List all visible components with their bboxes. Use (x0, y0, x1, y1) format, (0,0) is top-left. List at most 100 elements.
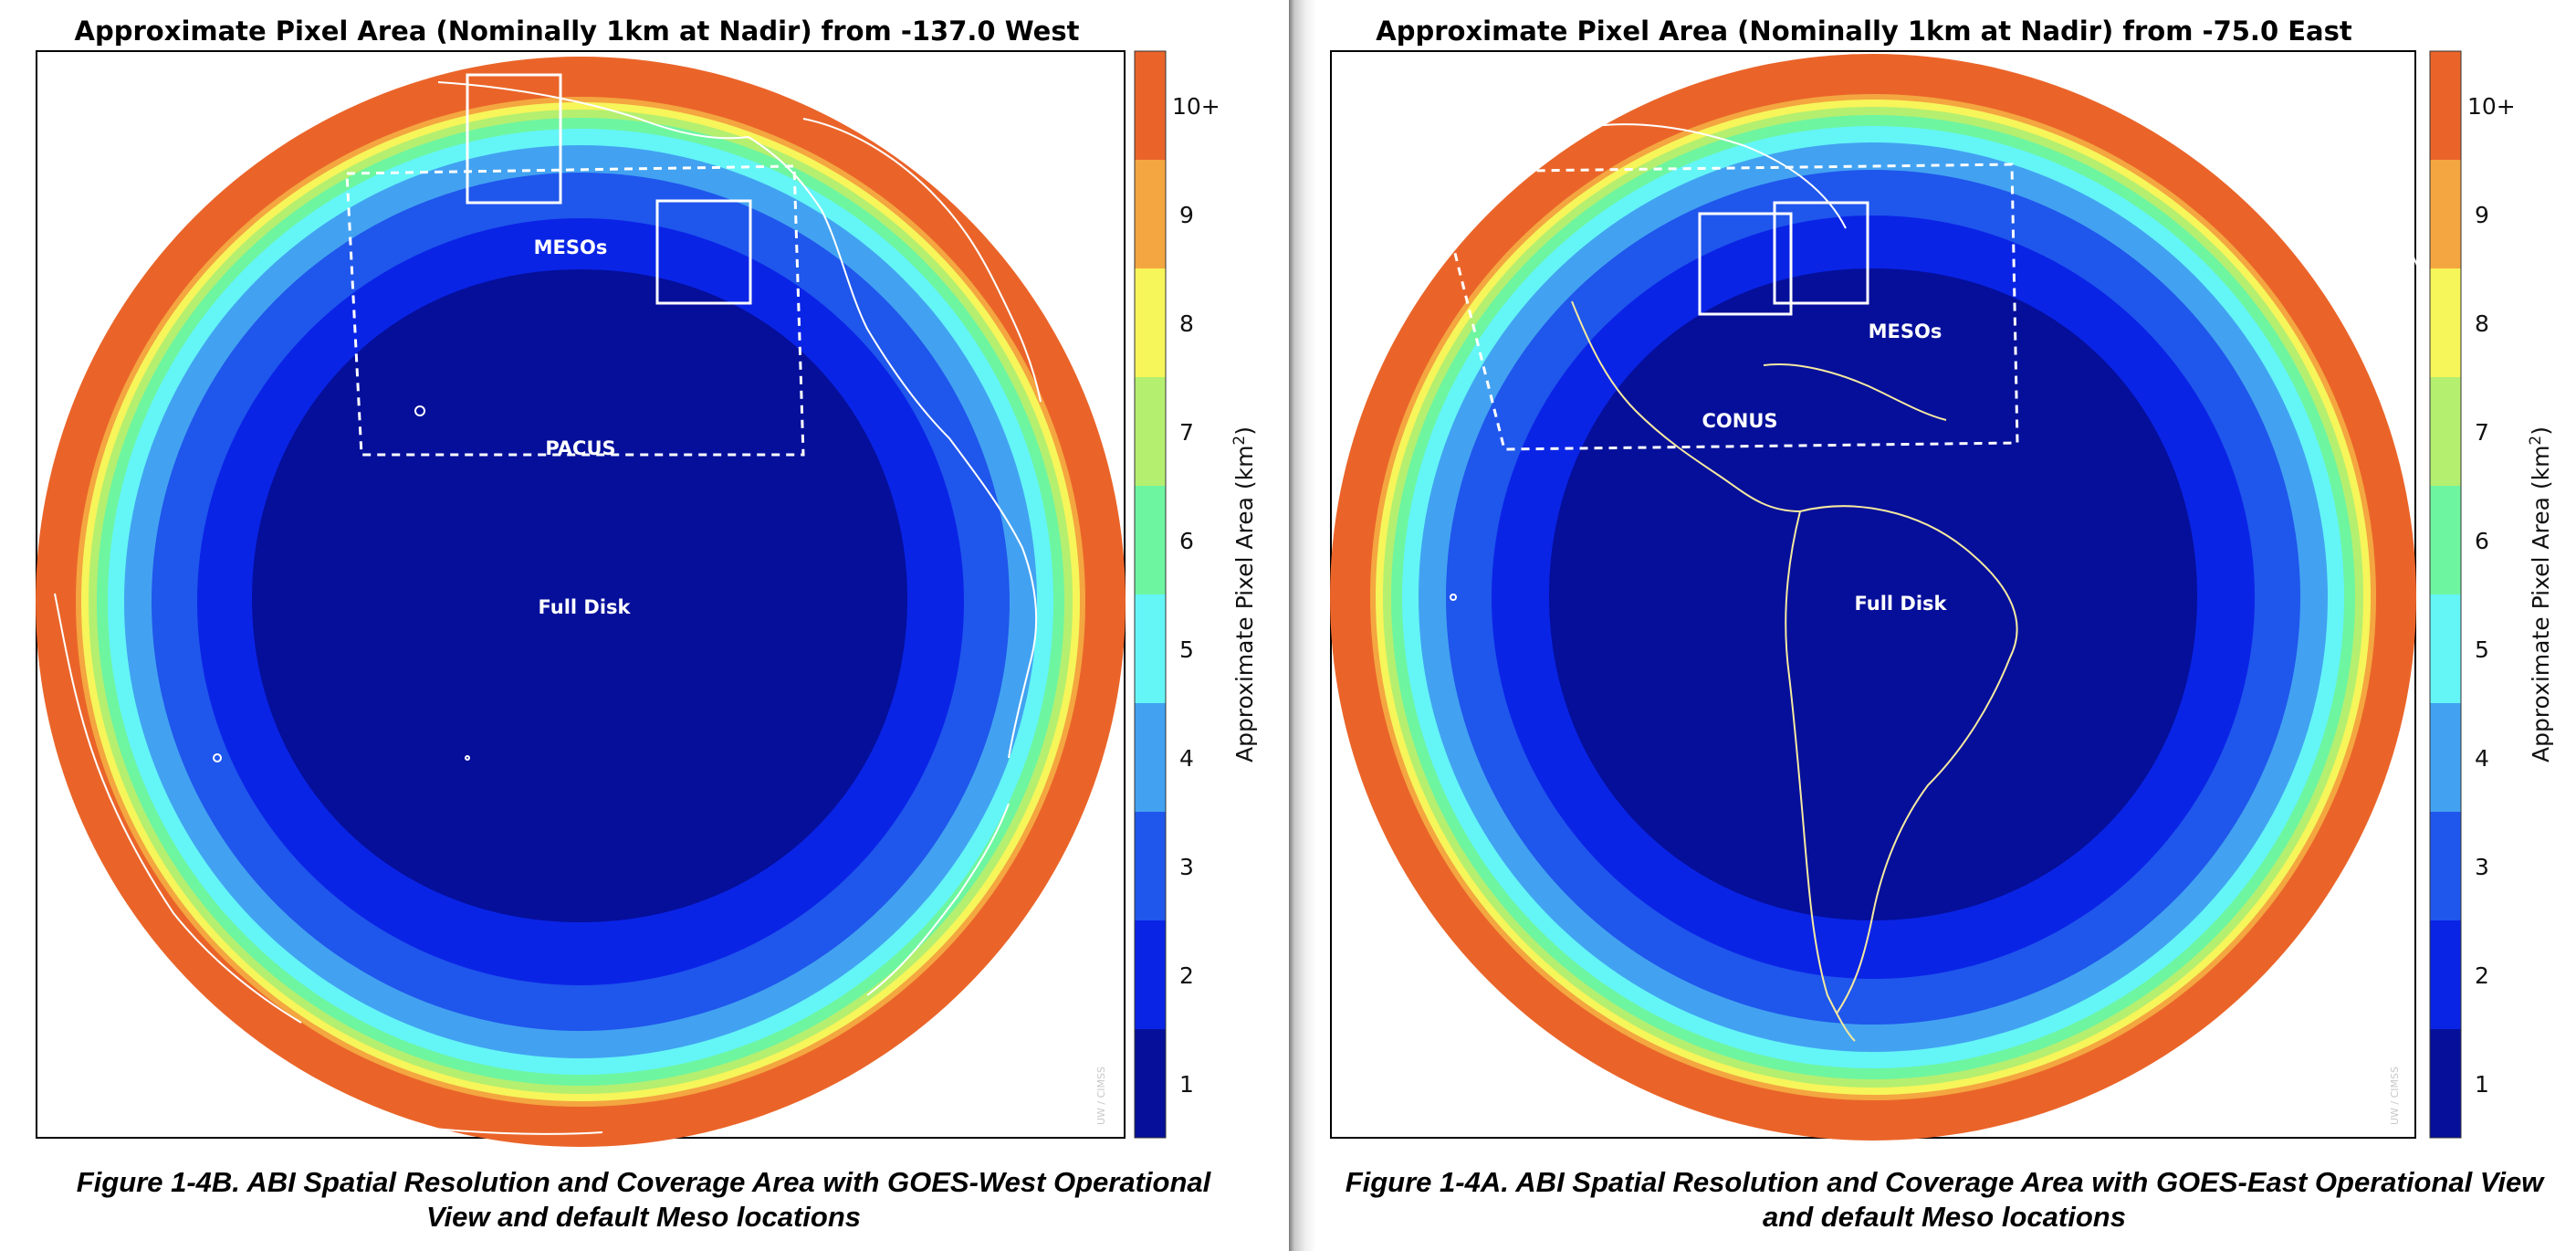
mesos-label: MESOs (1869, 321, 1942, 342)
americas-coastline (748, 136, 1038, 759)
colorbar-band-6 (1135, 486, 1166, 594)
colorbar-tick: 6 (1179, 528, 1194, 554)
goes-west-panel: Approximate Pixel Area (Nominally 1km at… (36, 16, 1258, 1233)
colorbar-label: Approximate Pixel Area (km2) (1230, 426, 1258, 762)
colorbar-band-1 (2430, 1029, 2461, 1138)
colorbar-ticks: 1 2 3 4 5 6 7 8 9 10+ (1172, 93, 1220, 1098)
colorbar-tick: 2 (2475, 962, 2489, 989)
coastlines (1432, 123, 2467, 1042)
colorbar-tick: 7 (2475, 419, 2489, 446)
colorbar-label-close: ) (1231, 426, 1258, 436)
map-title: Approximate Pixel Area (Nominally 1km at… (75, 16, 1080, 47)
caption-line: Figure 1-4B. ABI Spatial Resolution and … (76, 1166, 1211, 1198)
meso-box-conus (655, 199, 752, 305)
sector-overlays (345, 73, 805, 457)
conus-sector-boundary (1435, 163, 2019, 451)
colorbar-tick: 3 (2475, 854, 2489, 880)
colorbar-tick: 10+ (1172, 93, 1220, 120)
pacus-sector-boundary (345, 164, 805, 457)
colorbar-band-8 (1135, 268, 1166, 377)
credit-label: UW / CIMSS (1095, 1067, 1107, 1125)
map-title: Approximate Pixel Area (Nominally 1km at… (1376, 16, 2352, 47)
meso-box-east-1 (1698, 212, 1793, 316)
colorbar-label-superscript: 2 (1230, 436, 1249, 446)
meso-box-east-2 (1773, 201, 1869, 305)
goes-east-panel: Approximate Pixel Area (Nominally 1km at… (1289, 0, 2576, 1251)
credit-label: UW / CIMSS (2389, 1067, 2401, 1125)
south-america-east-coastline (1799, 505, 2018, 1014)
caribbean-coastline (1763, 363, 1947, 421)
colorbar-outline (2429, 50, 2462, 1139)
colorbar-tick: 6 (2475, 528, 2489, 554)
colorbar-outline (1134, 50, 1167, 1139)
caption-line: and default Meso locations (1763, 1201, 2126, 1233)
colorbar-band-5 (2430, 594, 2461, 703)
figure-caption: Figure 1-4A. ABI Spatial Resolution and … (1314, 1165, 2574, 1235)
pacific-island (213, 753, 222, 762)
coverage-disk (1330, 54, 2416, 1141)
colorbar-label-superscript: 2 (2527, 436, 2545, 446)
antarctica-coastline (382, 1122, 603, 1135)
colorbar-band-7 (2430, 377, 2461, 486)
alaska-coastline (437, 81, 749, 140)
colorbar-band-10-plus (1135, 51, 1166, 160)
colorbar (1134, 50, 1167, 1139)
south-america-coastline (866, 803, 1010, 996)
ring-1 (1549, 268, 2197, 920)
colorbar-tick: 4 (1179, 745, 1194, 772)
colorbar-band-3 (2430, 812, 2461, 920)
north-america-east-coastline (802, 118, 1042, 403)
colorbar-tick: 2 (1179, 962, 1194, 989)
goes-east-figure: Approximate Pixel Area (Nominally 1km at… (1330, 16, 2554, 1141)
full-disk-label: Full Disk (1854, 593, 1947, 615)
goes-west-figure: Approximate Pixel Area (Nominally 1km at… (36, 16, 1258, 1147)
colorbar-tick: 9 (1179, 202, 1194, 228)
ring-1 (252, 269, 907, 922)
colorbar-band-7 (1135, 377, 1166, 486)
colorbar (2429, 50, 2462, 1139)
colorbar-band-5 (1135, 594, 1166, 703)
full-disk-label: Full Disk (538, 596, 631, 618)
colorbar-band-9 (2430, 160, 2461, 268)
colorbar-band-2 (2430, 920, 2461, 1029)
colorbar-tick: 1 (1179, 1071, 1194, 1098)
colorbar-tick: 1 (2475, 1071, 2489, 1098)
colorbar-band-1 (1135, 1029, 1166, 1138)
colorbar-label-text: Approximate Pixel Area (km (1231, 446, 1258, 762)
colorbar-band-3 (1135, 812, 1166, 920)
colorbar-tick: 5 (2475, 636, 2489, 663)
colorbar-tick: 5 (1179, 636, 1194, 663)
colorbar-ticks: 1 2 3 4 5 6 7 8 9 10+ (2467, 93, 2516, 1098)
meso-box-alaska (466, 73, 562, 205)
caption-line: Figure 1-4A. ABI Spatial Resolution and … (1345, 1166, 2544, 1198)
colorbar-band-9 (1135, 160, 1166, 268)
pacific-island (1450, 594, 1457, 601)
colorbar-tick: 7 (1179, 419, 1194, 446)
south-america-west-coastline (1785, 510, 1856, 1042)
colorbar-tick: 8 (2475, 310, 2489, 337)
page-divider (1289, 0, 1316, 1251)
north-america-coastline (1432, 123, 1847, 229)
pacus-label: PACUS (545, 437, 615, 459)
colorbar-band-4 (2430, 703, 2461, 812)
colorbar-label-text: Approximate Pixel Area (km (2528, 446, 2554, 762)
asia-australia-coastline (54, 593, 302, 1024)
colorbar-label: Approximate Pixel Area (km2) (2527, 426, 2554, 762)
coverage-disk (36, 57, 1126, 1147)
conus-label: CONUS (1702, 410, 1777, 432)
colorbar-tick: 8 (1179, 310, 1194, 337)
colorbar-tick: 9 (2475, 202, 2489, 228)
mesos-label: MESOs (534, 237, 608, 258)
hawaii-islands (414, 405, 425, 416)
colorbar-tick: 10+ (2467, 93, 2516, 120)
caption-line: View and default Meso locations (426, 1201, 861, 1233)
pacific-island-small (465, 755, 470, 761)
colorbar-tick: 3 (1179, 854, 1194, 880)
sector-overlays (1435, 163, 2019, 451)
colorbar-band-2 (1135, 920, 1166, 1029)
colorbar-label-close: ) (2528, 426, 2554, 436)
colorbar-tick: 4 (2475, 745, 2489, 772)
colorbar-band-10-plus (2430, 51, 2461, 160)
coastlines (54, 81, 1042, 1135)
colorbar-band-8 (2430, 268, 2461, 377)
